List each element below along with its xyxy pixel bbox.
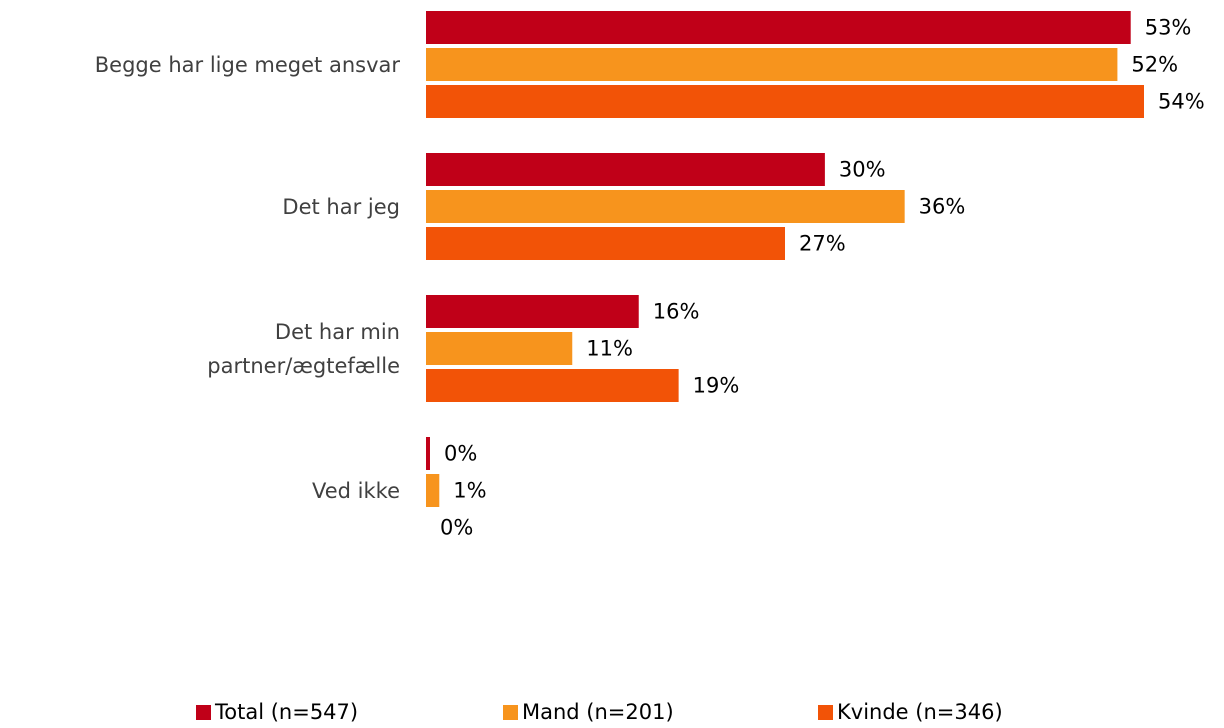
- bar: [426, 295, 639, 328]
- value-label: 0%: [444, 442, 477, 466]
- category-label: Det har min partner/ægtefælle: [207, 319, 400, 378]
- legend-swatch: [818, 704, 833, 720]
- category-label: Det har jeg: [282, 194, 400, 219]
- bar: [426, 48, 1118, 81]
- legend-text: Kvinde (n=346): [837, 700, 1003, 724]
- category-label: Ved ikke: [312, 478, 400, 503]
- legend-item: Kvinde (n=346): [818, 700, 1003, 724]
- bar: [426, 227, 785, 260]
- value-label: 36%: [919, 195, 966, 219]
- legend-swatch: [196, 704, 211, 720]
- value-label: 30%: [839, 158, 886, 182]
- value-label: 19%: [693, 374, 740, 398]
- legend-text: Total (n=547): [215, 700, 359, 724]
- value-label: 1%: [453, 479, 486, 503]
- value-label: 27%: [799, 232, 846, 256]
- value-label: 54%: [1158, 90, 1205, 114]
- value-label: 52%: [1131, 53, 1178, 77]
- value-label: 16%: [653, 300, 700, 324]
- legend-text: Mand (n=201): [522, 700, 674, 724]
- legend-item: Total (n=547): [196, 700, 358, 724]
- bar: [426, 474, 440, 507]
- bar: [426, 190, 905, 223]
- category-label: Begge har lige meget ansvar: [94, 52, 400, 77]
- bar: [426, 369, 679, 402]
- bar: [426, 332, 573, 365]
- bar: [426, 11, 1131, 44]
- legend-swatch: [503, 704, 518, 720]
- value-label: 53%: [1145, 16, 1192, 40]
- bar: [426, 153, 825, 186]
- value-label: 0%: [440, 516, 473, 540]
- bar: [426, 85, 1144, 118]
- value-label: 11%: [586, 337, 633, 361]
- legend-item: Mand (n=201): [503, 700, 674, 724]
- bar: [426, 437, 430, 470]
